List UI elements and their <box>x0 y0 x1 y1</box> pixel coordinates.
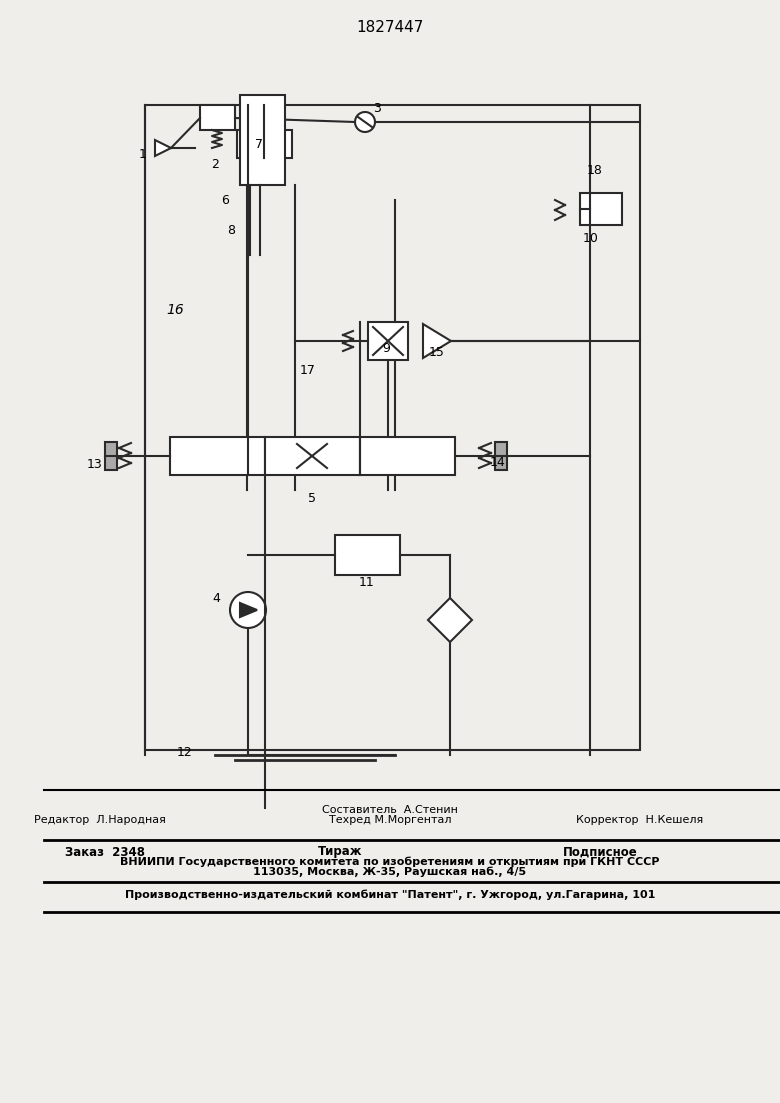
Text: 18: 18 <box>587 163 603 176</box>
Text: 17: 17 <box>300 364 316 376</box>
Polygon shape <box>155 140 171 156</box>
Text: Корректор  Н.Кешеля: Корректор Н.Кешеля <box>576 815 704 825</box>
Text: Производственно-издательский комбинат "Патент", г. Ужгород, ул.Гагарина, 101: Производственно-издательский комбинат "П… <box>125 890 655 900</box>
Text: 7: 7 <box>255 139 263 151</box>
Text: 1: 1 <box>139 149 147 161</box>
Bar <box>580 193 622 225</box>
Text: 12: 12 <box>177 746 193 759</box>
Text: 5: 5 <box>308 492 316 504</box>
Text: 9: 9 <box>382 342 390 354</box>
Text: Заказ  2348: Заказ 2348 <box>65 846 145 858</box>
Text: 11: 11 <box>359 577 375 589</box>
Text: Техред М.Моргентал: Техред М.Моргентал <box>328 815 452 825</box>
Bar <box>335 535 400 575</box>
Bar <box>237 130 292 158</box>
Text: ВНИИПИ Государственного комитета по изобретениям и открытиям при ГКНТ СССР: ВНИИПИ Государственного комитета по изоб… <box>120 857 660 867</box>
Text: 14: 14 <box>490 456 505 469</box>
Text: 13: 13 <box>87 459 103 471</box>
Text: 1827447: 1827447 <box>356 21 424 35</box>
Bar <box>240 95 285 185</box>
Polygon shape <box>428 598 472 642</box>
Bar <box>265 437 360 475</box>
Bar <box>360 437 455 475</box>
Text: 8: 8 <box>227 224 235 236</box>
Text: 113035, Москва, Ж-35, Раушская наб., 4/5: 113035, Москва, Ж-35, Раушская наб., 4/5 <box>254 867 526 877</box>
Text: 3: 3 <box>373 101 381 115</box>
Text: 15: 15 <box>429 345 445 358</box>
Text: Редактор  Л.Народная: Редактор Л.Народная <box>34 815 166 825</box>
Bar <box>368 322 408 360</box>
Text: 16: 16 <box>166 303 184 317</box>
Text: 10: 10 <box>583 232 599 245</box>
Text: Составитель  А.Стенин: Составитель А.Стенин <box>322 805 458 815</box>
Text: 4: 4 <box>212 591 220 604</box>
Circle shape <box>355 113 375 132</box>
Text: Тираж: Тираж <box>317 846 362 858</box>
Bar <box>105 442 117 470</box>
Polygon shape <box>240 603 257 617</box>
Text: Подписное: Подписное <box>562 846 637 858</box>
Circle shape <box>230 592 266 628</box>
Text: 2: 2 <box>211 159 219 171</box>
Bar <box>495 442 507 470</box>
Polygon shape <box>423 324 451 358</box>
Bar <box>170 437 265 475</box>
Bar <box>145 105 640 750</box>
Bar <box>200 105 235 130</box>
Text: 6: 6 <box>221 193 229 206</box>
